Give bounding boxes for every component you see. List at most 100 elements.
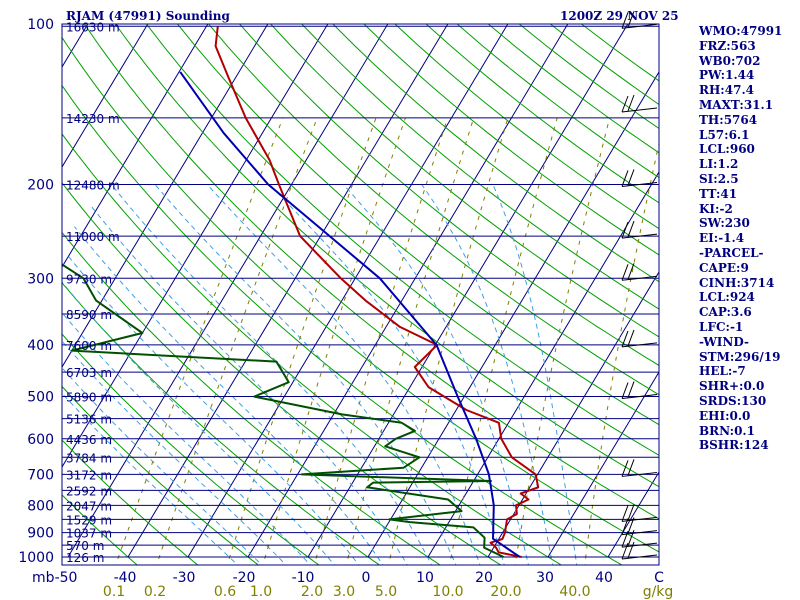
index-item: TT:41 bbox=[699, 186, 738, 201]
wind-barb-shaft bbox=[621, 542, 658, 548]
temperature-tick-label: 0 bbox=[362, 570, 371, 586]
wind-barb-shaft bbox=[621, 275, 658, 281]
height-label: 5890 m bbox=[66, 391, 112, 405]
dry-adiabat-line bbox=[239, 24, 659, 367]
index-item: STM:296/19 bbox=[699, 349, 781, 364]
index-item: LI:1.2 bbox=[699, 157, 739, 172]
wind-barb-flag bbox=[621, 382, 629, 399]
dry-adiabat-line bbox=[301, 24, 659, 310]
wind-barb-shaft bbox=[621, 530, 658, 536]
wind-barb-shaft bbox=[621, 394, 658, 400]
index-item: LCL:960 bbox=[699, 142, 755, 157]
pressure-tick-label: 700 bbox=[27, 467, 54, 483]
pressure-tick-label: 300 bbox=[27, 271, 54, 287]
mixing-ratio-label: 0.1 bbox=[103, 584, 125, 600]
moist-adiabat-line bbox=[62, 340, 287, 565]
pressure-tick-label: 400 bbox=[27, 338, 54, 354]
height-label: 3172 m bbox=[66, 468, 112, 482]
wind-barb-flag bbox=[627, 169, 635, 186]
dry-adiabat-line bbox=[62, 282, 381, 565]
mixing-ratio-line bbox=[449, 117, 558, 565]
index-item: MAXT:31.1 bbox=[699, 97, 774, 112]
mixing-ratio-label: 1.0 bbox=[250, 584, 272, 600]
moist-adiabat-line bbox=[110, 184, 433, 565]
wind-barb-shaft bbox=[621, 233, 658, 239]
index-item: CINH:3714 bbox=[699, 275, 775, 290]
dry-adiabat-line bbox=[270, 24, 659, 338]
isotherm-line bbox=[547, 371, 659, 558]
mixing-ratio-label: 40.0 bbox=[559, 584, 590, 600]
pressure-tick-label: 100 bbox=[27, 17, 54, 33]
isotherm-line bbox=[247, 24, 569, 558]
index-item: SHR+:0.0 bbox=[699, 379, 765, 394]
temperature-tick-label: 40 bbox=[595, 570, 613, 586]
index-item: SW:230 bbox=[699, 216, 750, 231]
dry-adiabat-line bbox=[62, 36, 659, 553]
height-label: 570 m bbox=[66, 539, 104, 553]
pressure-unit-label: mb bbox=[32, 570, 55, 586]
wind-barb-flag bbox=[627, 459, 635, 476]
index-item: CAPE:9 bbox=[699, 260, 749, 275]
dry-adiabat-line bbox=[62, 494, 138, 565]
dry-adiabat-line bbox=[146, 24, 659, 456]
wind-barb-flag bbox=[621, 530, 629, 548]
dry-adiabat-line bbox=[83, 24, 659, 520]
wind-barb-flag bbox=[621, 460, 629, 477]
temperature-tick-label: -40 bbox=[114, 570, 137, 586]
pressure-tick-label: 800 bbox=[27, 498, 54, 514]
height-label: 6703 m bbox=[66, 366, 112, 380]
temperature-tick-label: 30 bbox=[536, 570, 554, 586]
wind-barb-flag bbox=[627, 263, 635, 280]
wind-barb-shaft bbox=[621, 23, 658, 29]
isotherm-line bbox=[0, 24, 28, 557]
isotherm-line bbox=[62, 24, 269, 368]
wind-barb-flag bbox=[621, 170, 629, 187]
wind-barb-shaft bbox=[621, 107, 658, 113]
pressure-tick-label: 1000 bbox=[18, 550, 54, 566]
wind-barb-flag bbox=[621, 264, 629, 281]
temperature-tick-label: C bbox=[654, 570, 664, 586]
wind-barb-flag bbox=[621, 542, 629, 560]
mixing-ratio-label: g/kg bbox=[643, 584, 674, 600]
wind-barb bbox=[621, 381, 658, 400]
index-item: PW:1.44 bbox=[699, 68, 755, 83]
isotherm-line bbox=[67, 24, 389, 558]
dry-adiabat-line bbox=[332, 24, 659, 283]
pressure-tick-label: 200 bbox=[27, 177, 54, 193]
index-item: SI:2.5 bbox=[699, 171, 739, 186]
temperature-tick-label: 20 bbox=[475, 570, 493, 586]
dry-adiabat-line bbox=[62, 231, 441, 565]
moist-adiabat-line bbox=[62, 367, 263, 565]
wind-barb-flag bbox=[621, 95, 629, 113]
index-item: EHI:0.0 bbox=[699, 408, 751, 423]
dry-adiabat-line bbox=[62, 439, 199, 565]
wind-barb-flag bbox=[627, 220, 635, 238]
wind-barb bbox=[621, 220, 658, 239]
index-item: WMO:47991 bbox=[699, 24, 783, 38]
wind-barb-flag bbox=[627, 541, 635, 559]
wind-barb-flag bbox=[627, 504, 635, 521]
height-label: 3784 m bbox=[66, 451, 112, 465]
wind-barb-flag bbox=[627, 11, 635, 28]
mixing-ratio-label: 2.0 bbox=[301, 584, 323, 600]
dry-adiabat-line bbox=[114, 24, 659, 488]
temperature-tick-label: 10 bbox=[416, 570, 434, 586]
isotherm-line bbox=[427, 171, 659, 558]
dry-adiabat-line bbox=[62, 385, 260, 565]
pressure-tick-label: 600 bbox=[27, 432, 54, 448]
index-item: RH:47.4 bbox=[699, 83, 754, 98]
height-label: 16630 m bbox=[66, 20, 120, 34]
wind-barb bbox=[621, 541, 658, 560]
moist-adiabat-line bbox=[91, 206, 408, 565]
height-label: 11000 m bbox=[66, 230, 120, 244]
wind-barb-flag bbox=[627, 517, 635, 534]
moist-adiabat-line bbox=[74, 226, 384, 565]
temperature-line bbox=[214, 26, 540, 558]
index-item: -WIND- bbox=[699, 334, 749, 349]
height-label: 1037 m bbox=[66, 527, 112, 541]
pressure-tick-label: 500 bbox=[27, 390, 54, 406]
mixing-ratio-label: 10.0 bbox=[432, 584, 463, 600]
dry-adiabat-line bbox=[208, 24, 659, 396]
wind-barb-shaft bbox=[621, 181, 658, 187]
dry-adiabat-line bbox=[62, 84, 623, 565]
